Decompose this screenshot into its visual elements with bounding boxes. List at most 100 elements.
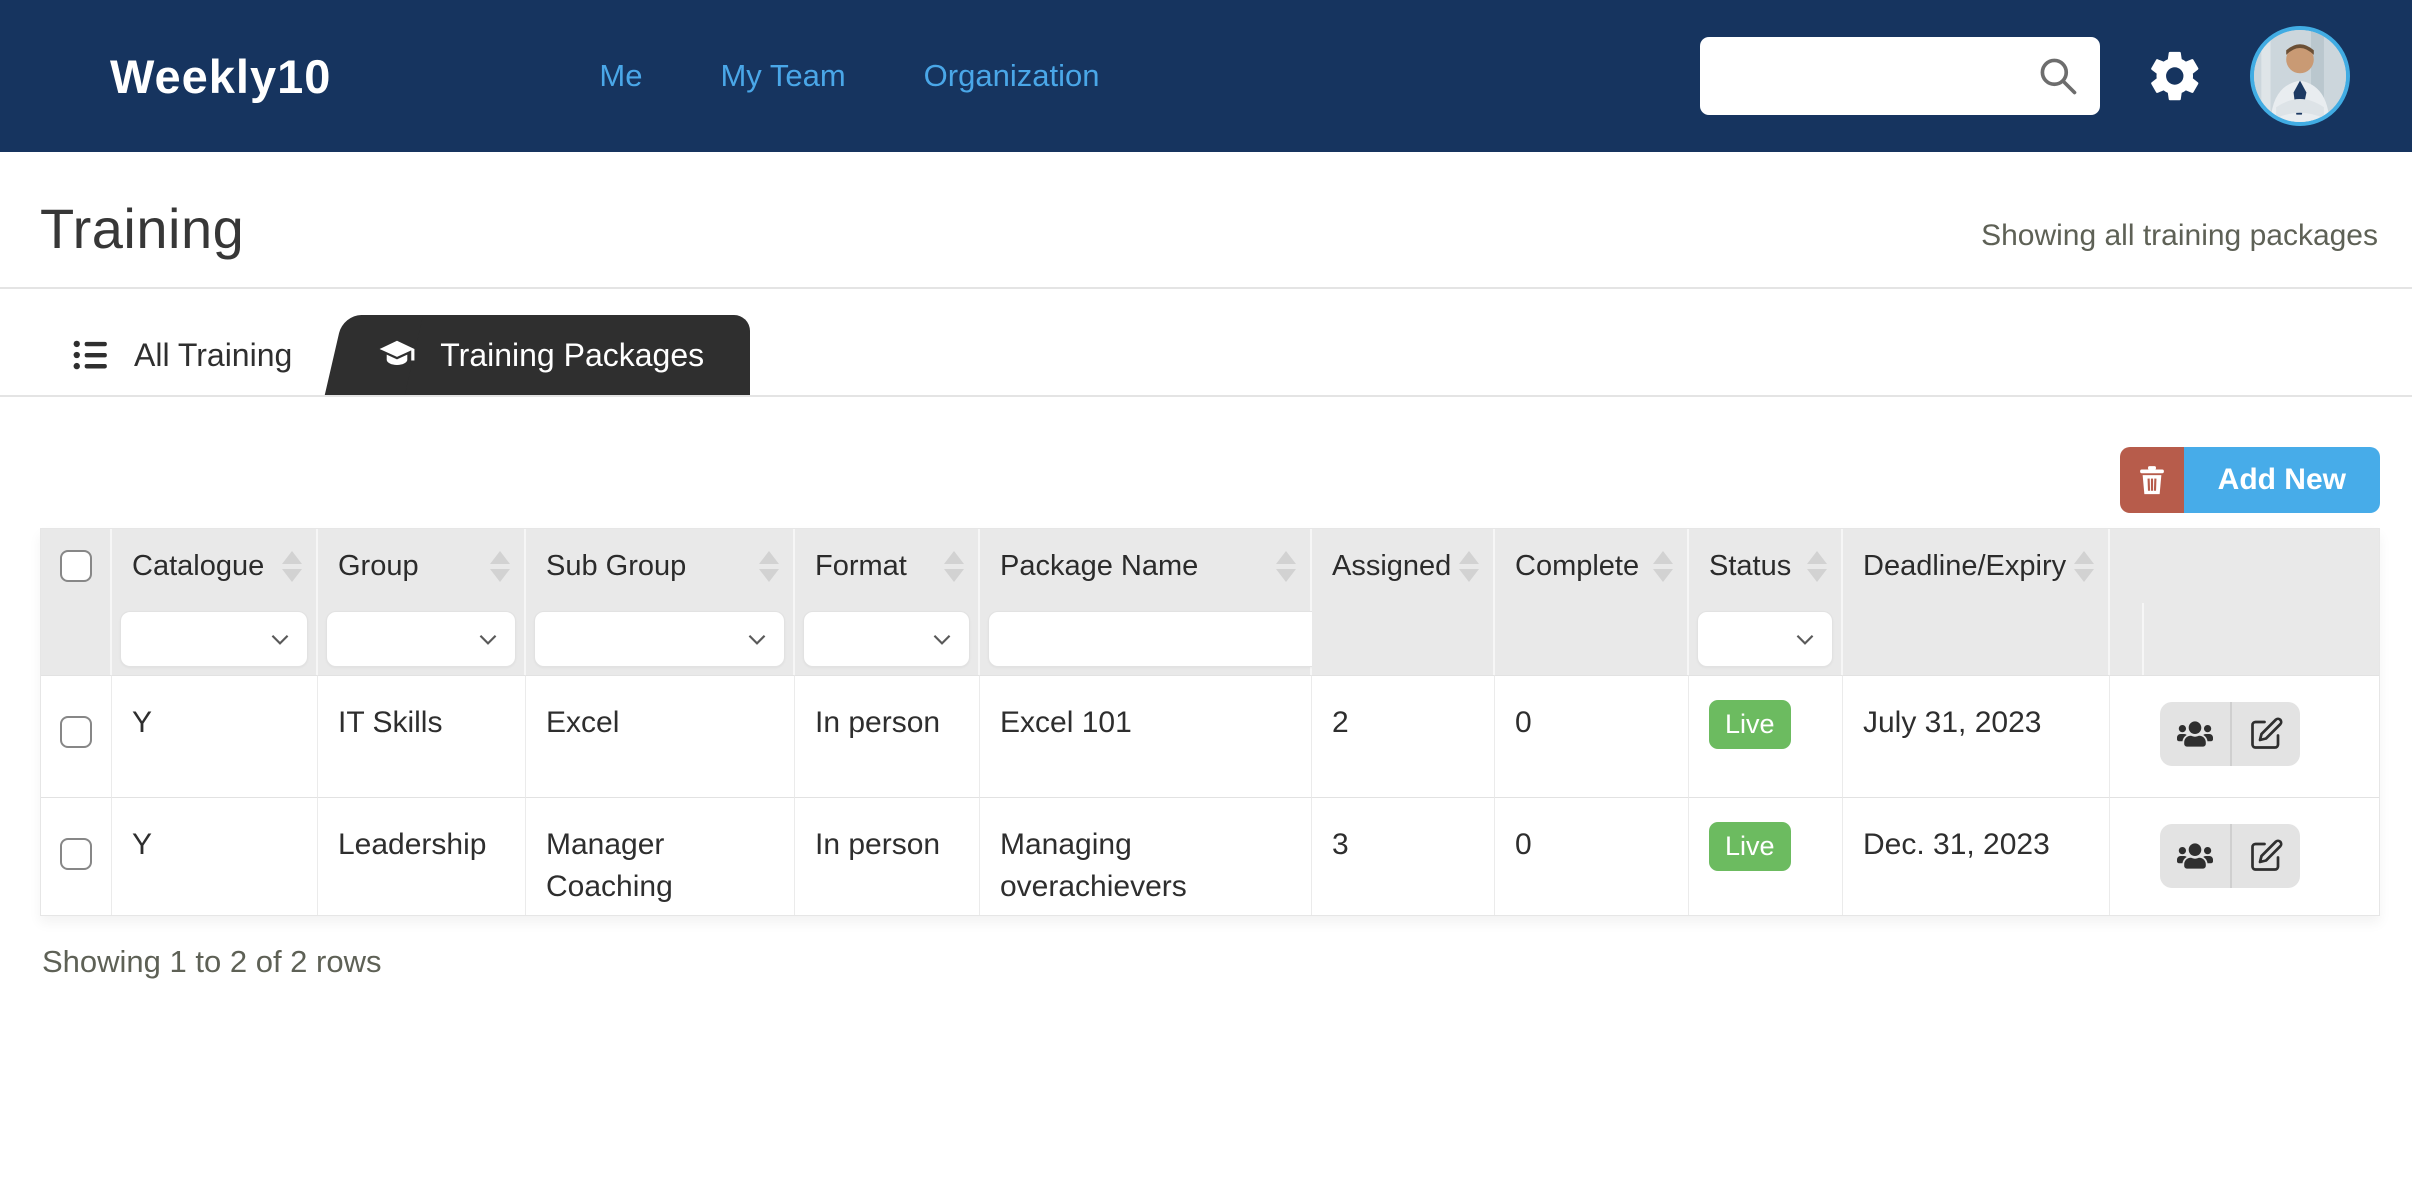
column-label: Assigned (1332, 549, 1452, 582)
filter-cell (41, 603, 112, 675)
column-header-group[interactable]: Group (318, 529, 526, 603)
column-label: Complete (1515, 549, 1640, 582)
header-spacer-cell (2110, 529, 2146, 603)
cell-status: Live (1689, 797, 1843, 915)
sort-icon (2074, 550, 2094, 582)
sort-icon (282, 550, 302, 582)
filter-cell (2144, 603, 2379, 675)
table-row-count: Showing 1 to 2 of 2 rows (42, 944, 382, 979)
sort-icon (1459, 550, 1479, 582)
assign-users-button[interactable] (2160, 824, 2230, 888)
filter-cell (112, 603, 318, 675)
filter-cell (1843, 603, 2110, 675)
cell-sub-group: Excel (526, 675, 795, 797)
column-header-status[interactable]: Status (1689, 529, 1843, 603)
group-filter-select[interactable] (326, 611, 516, 667)
cell-complete: 0 (1495, 797, 1689, 915)
users-icon (2177, 843, 2213, 869)
table-toolbar: Add New (40, 447, 2380, 513)
app-logo[interactable]: Weekly10 (110, 49, 332, 103)
gear-icon (2151, 51, 2199, 101)
catalogue-filter-select[interactable] (120, 611, 308, 667)
cell-spacer (2110, 675, 2147, 797)
filter-cell (526, 603, 795, 675)
filter-cell (1312, 603, 1495, 675)
column-label: Deadline/Expiry (1863, 549, 2067, 582)
cell-catalogue: Y (112, 675, 318, 797)
column-header-package-name[interactable]: Package Name (980, 529, 1312, 603)
table-row-cell (41, 675, 112, 797)
tab-label: Training Packages (440, 336, 705, 373)
column-label: Status (1709, 549, 1792, 582)
delete-button[interactable] (2119, 447, 2184, 513)
edit-icon (2251, 717, 2283, 749)
status-badge: Live (1709, 700, 1791, 749)
settings-button[interactable] (2146, 47, 2204, 105)
search-box (1700, 37, 2100, 115)
status-badge: Live (1709, 822, 1791, 871)
avatar-photo (2254, 30, 2346, 122)
column-header-deadline-expiry[interactable]: Deadline/Expiry (1843, 529, 2110, 603)
sort-icon (1653, 550, 1673, 582)
edit-button[interactable] (2230, 824, 2300, 888)
sub-group-filter-select[interactable] (534, 611, 785, 667)
add-new-button[interactable]: Add New (2183, 447, 2380, 513)
search-input[interactable] (1700, 37, 2100, 115)
status-filter-select[interactable] (1697, 611, 1833, 667)
chevron-down-icon (1796, 634, 1814, 645)
column-label: Package Name (1000, 549, 1199, 582)
sort-icon (944, 550, 964, 582)
tab-bar: All Training Training Packages (0, 289, 2412, 397)
column-header-sub-group[interactable]: Sub Group (526, 529, 795, 603)
chevron-down-icon (748, 634, 766, 645)
format-filter-select[interactable] (803, 611, 970, 667)
list-icon (73, 340, 107, 370)
users-icon (2177, 721, 2213, 747)
user-avatar[interactable] (2250, 26, 2350, 126)
filter-cell (2110, 603, 2144, 675)
filter-cell (1495, 603, 1689, 675)
top-navbar: Weekly10 Me My Team Organization (0, 0, 2412, 152)
cell-sub-group: Manager Coaching (526, 797, 795, 915)
tab-training-packages[interactable]: Training Packages (354, 315, 751, 395)
page-title: Training (40, 197, 245, 260)
chevron-down-icon (271, 634, 289, 645)
main-content: Training Showing all training packages A… (0, 152, 2412, 980)
cell-package-name: Excel 101 (980, 675, 1312, 797)
search-icon[interactable] (2036, 54, 2080, 98)
header-actions-cell (2144, 529, 2379, 603)
select-all-checkbox[interactable] (59, 550, 92, 582)
cell-assigned: 2 (1312, 675, 1495, 797)
cell-assigned: 3 (1312, 797, 1495, 915)
table-row-cell (41, 797, 112, 915)
edit-icon (2251, 839, 2283, 871)
cell-spacer (2110, 797, 2147, 915)
divider (0, 287, 2412, 289)
column-header-assigned[interactable]: Assigned (1312, 529, 1495, 603)
nav-link-me[interactable]: Me (599, 58, 643, 93)
nav-link-organization[interactable]: Organization (923, 58, 1100, 93)
column-label: Sub Group (546, 549, 687, 582)
filter-cell (980, 603, 1380, 675)
cell-format: In person (795, 675, 980, 797)
column-header-complete[interactable]: Complete (1495, 529, 1689, 603)
row-checkbox[interactable] (60, 716, 92, 748)
edit-button[interactable] (2230, 702, 2300, 766)
sort-icon (490, 550, 510, 582)
assign-users-button[interactable] (2160, 702, 2230, 766)
cell-deadline-expiry: Dec. 31, 2023 (1843, 797, 2110, 915)
nav-link-my-team[interactable]: My Team (720, 58, 846, 93)
column-label: Format (815, 549, 907, 582)
select-all-cell (41, 529, 112, 603)
cell-complete: 0 (1495, 675, 1689, 797)
cell-deadline-expiry: July 31, 2023 (1843, 675, 2110, 797)
sort-icon (1276, 550, 1296, 582)
sort-icon (1807, 550, 1827, 582)
cell-actions (2144, 797, 2379, 915)
training-packages-table: Catalogue Group Sub Group Format Package… (40, 528, 2380, 916)
row-checkbox[interactable] (60, 838, 92, 870)
column-header-format[interactable]: Format (795, 529, 980, 603)
tab-label: All Training (134, 336, 293, 373)
column-header-catalogue[interactable]: Catalogue (112, 529, 318, 603)
tab-all-training[interactable]: All Training (72, 315, 302, 395)
